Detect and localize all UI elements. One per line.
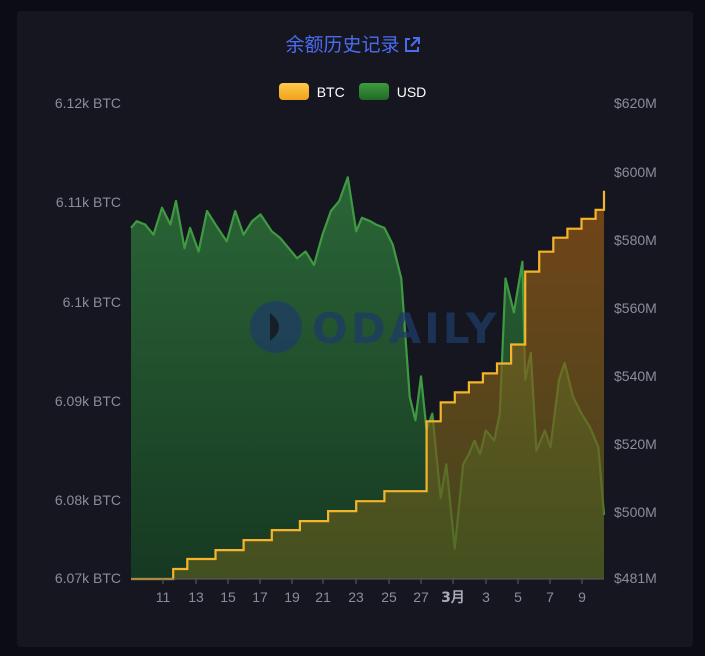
x-axis: 11 13 15 17 19 21 23 25 27 3月 3 5 7 9: [156, 579, 586, 606]
y-axis-right: $481M $500M $520M $540M $560M $580M $600M $620M: [614, 95, 657, 586]
external-link-icon[interactable]: [404, 37, 420, 53]
y-right-tick-label: $481M: [614, 570, 657, 586]
y-left-tick-label: 6.12k BTC: [55, 95, 121, 111]
legend-label-usd: USD: [396, 83, 427, 100]
chart-legend: BTC USD: [0, 83, 705, 100]
legend-item-usd[interactable]: USD: [358, 83, 427, 100]
btc-line: [131, 190, 606, 581]
y-left-tick-label: 6.08k BTC: [55, 492, 121, 508]
x-tick-label: 17: [252, 589, 268, 605]
y-left-tick-label: 6.07k BTC: [55, 570, 121, 586]
btc-series: [131, 190, 606, 581]
x-tick-label: 5: [514, 589, 522, 605]
x-tick-label: 15: [220, 589, 236, 605]
y-right-tick-label: $520M: [614, 436, 657, 452]
y-left-tick-label: 6.1k BTC: [63, 294, 121, 310]
legend-item-btc[interactable]: BTC: [278, 83, 345, 100]
x-tick-label: 19: [284, 589, 300, 605]
chart-title-text[interactable]: 余额历史记录: [285, 34, 400, 56]
x-tick-label: 21: [315, 589, 331, 605]
x-tick-label: 23: [348, 589, 364, 605]
y-right-tick-label: $560M: [614, 300, 657, 316]
y-left-tick-label: 6.09k BTC: [55, 393, 121, 409]
x-tick-label: 11: [156, 589, 171, 605]
y-right-tick-label: $580M: [614, 232, 657, 248]
watermark-logo-mark: [270, 313, 279, 341]
y-right-tick-label: $540M: [614, 368, 657, 384]
y-axis-left: 6.07k BTC 6.08k BTC 6.09k BTC 6.1k BTC 6.11k…: [55, 95, 121, 586]
chart-title[interactable]: 余额历史记录: [0, 30, 705, 57]
legend-swatch-btc: [278, 83, 309, 100]
x-tick-label: 9: [578, 589, 586, 605]
watermark-text: ODAILY: [312, 304, 499, 353]
y-right-tick-label: $620M: [614, 95, 657, 111]
btc-area: [131, 190, 604, 580]
y-left-tick-label: 6.11k BTC: [56, 194, 121, 210]
x-tick-label: 7: [546, 589, 554, 605]
x-tick-label: 27: [413, 589, 429, 605]
x-tick-label: 25: [381, 589, 397, 605]
y-right-tick-label: $500M: [614, 504, 657, 520]
x-tick-label: 13: [188, 589, 204, 605]
x-tick-label: 3: [482, 589, 490, 605]
legend-label-btc: BTC: [316, 83, 345, 100]
y-right-tick-label: $600M: [614, 164, 657, 180]
x-tick-label: 3月: [441, 590, 465, 606]
watermark: ODAILY: [250, 301, 499, 353]
legend-swatch-usd: [358, 83, 389, 100]
